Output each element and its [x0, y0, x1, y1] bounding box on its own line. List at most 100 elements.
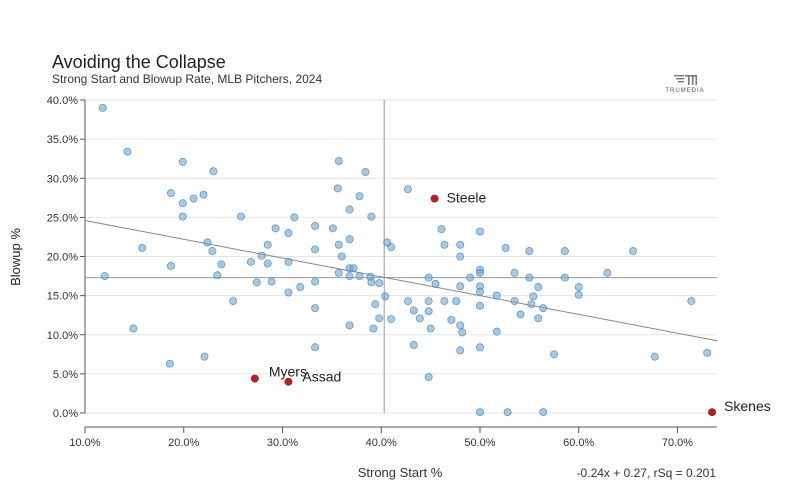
data-point — [603, 268, 612, 277]
x-tick-label: 50.0% — [464, 437, 495, 449]
data-point — [100, 272, 109, 281]
data-point — [456, 321, 465, 330]
data-point — [129, 324, 138, 333]
data-point — [510, 297, 519, 306]
trendline-equation: -0.24x + 0.27, rSq = 0.201 — [577, 466, 717, 480]
trendline — [84, 220, 718, 342]
highlight-point — [708, 408, 717, 417]
data-point — [687, 297, 696, 306]
data-point — [355, 192, 364, 201]
data-point — [424, 307, 433, 316]
highlight-point — [430, 194, 439, 203]
data-point — [328, 224, 337, 233]
data-point — [424, 373, 433, 382]
data-point — [178, 212, 187, 221]
data-point — [650, 352, 659, 361]
data-point — [409, 340, 418, 349]
y-tick-label: 25.0% — [47, 212, 78, 224]
y-axis-title: Blowup % — [8, 228, 23, 286]
x-tick-label: 60.0% — [563, 437, 594, 449]
data-point — [284, 257, 293, 266]
data-point — [345, 272, 354, 281]
highlight-label: Assad — [302, 369, 341, 385]
data-point — [475, 408, 484, 417]
chart-title: Avoiding the Collapse — [52, 52, 226, 72]
x-tick-label: 10.0% — [69, 437, 100, 449]
data-point — [403, 297, 412, 306]
data-point — [475, 343, 484, 352]
data-point — [510, 268, 519, 277]
data-point — [367, 212, 376, 221]
data-point — [375, 279, 384, 288]
brand-logo: TRUMEDIA — [660, 74, 710, 98]
data-point — [458, 328, 467, 337]
data-point — [138, 243, 147, 252]
data-point — [361, 167, 370, 176]
data-point — [492, 291, 501, 300]
highlight-label: Steele — [447, 190, 487, 206]
data-point — [165, 359, 174, 368]
data-point — [403, 185, 412, 194]
data-point — [475, 227, 484, 236]
data-point — [237, 212, 246, 221]
data-point — [440, 297, 449, 306]
data-point — [311, 221, 320, 230]
data-point — [574, 283, 583, 292]
highlight-label: Myers — [269, 364, 307, 380]
data-point — [369, 324, 378, 333]
data-point — [333, 184, 342, 193]
data-point — [334, 157, 343, 166]
data-point — [560, 273, 569, 282]
data-point — [387, 315, 396, 324]
y-tick-label: 35.0% — [47, 134, 78, 146]
data-point — [534, 314, 543, 323]
data-point — [629, 247, 638, 256]
highlight-point — [284, 377, 293, 386]
data-point — [525, 247, 534, 256]
data-point — [311, 304, 320, 313]
data-point — [381, 292, 390, 301]
data-point — [290, 213, 299, 222]
data-point — [703, 348, 712, 357]
data-point — [208, 247, 217, 256]
data-point — [166, 189, 175, 198]
x-axis-title: Strong Start % — [358, 465, 443, 480]
data-point — [267, 277, 276, 286]
y-tick-label: 5.0% — [53, 369, 78, 381]
data-point — [431, 279, 440, 288]
data-point — [475, 287, 484, 296]
data-point — [311, 245, 320, 254]
axis-labels: Strong Start % Blowup % -0.24x + 0.27, r… — [8, 228, 716, 480]
x-tick-label: 40.0% — [366, 437, 397, 449]
data-point — [437, 225, 446, 234]
data-point — [475, 268, 484, 277]
data-point — [367, 278, 376, 287]
data-point — [375, 314, 384, 323]
data-point — [213, 271, 222, 280]
data-point — [311, 277, 320, 286]
data-point — [475, 301, 484, 310]
data-point — [178, 199, 187, 208]
data-point — [539, 408, 548, 417]
data-point — [252, 278, 261, 287]
y-tick-label: 10.0% — [47, 330, 78, 342]
data-point — [296, 283, 305, 292]
data-point — [349, 264, 358, 273]
data-point — [574, 290, 583, 299]
y-tick-label: 30.0% — [47, 173, 78, 185]
highlight-point — [250, 374, 259, 383]
y-tick-label: 40.0% — [47, 95, 78, 107]
data-point — [334, 268, 343, 277]
data-point — [409, 306, 418, 315]
data-point — [217, 260, 226, 269]
data-point — [529, 292, 538, 301]
data-point — [447, 315, 456, 324]
data-point — [525, 273, 534, 282]
data-point — [345, 205, 354, 214]
data-point — [345, 321, 354, 330]
data-point — [203, 238, 212, 247]
data-point — [503, 408, 512, 417]
data-point — [209, 167, 218, 176]
